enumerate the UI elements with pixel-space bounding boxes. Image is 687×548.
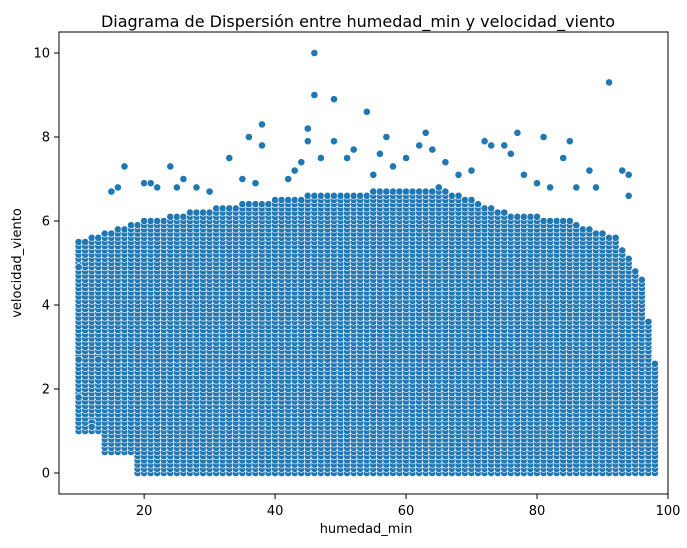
data-point [428,187,437,196]
data-point [546,217,554,225]
data-point [244,200,253,209]
data-point [277,196,286,204]
data-point [343,191,351,200]
data-point [258,200,266,209]
data-point [454,191,463,200]
data-point [231,204,240,213]
data-point [421,187,430,196]
data-point [395,187,404,196]
data-point [500,208,509,217]
data-point [251,200,260,209]
data-point [212,204,221,213]
data-point [362,191,371,200]
data-point [408,187,417,196]
data-point [539,217,548,225]
data-point [159,217,168,225]
data-point [94,233,103,242]
data-point [520,212,528,221]
data-point [114,225,122,234]
data-point [402,187,410,196]
data-point [461,196,469,204]
data-point [585,225,594,234]
data-point [297,196,306,204]
data-point [146,217,155,225]
data-point [205,208,214,217]
data-point [375,187,384,196]
data-point [552,217,561,225]
data-point [316,191,325,200]
data-point [572,221,581,230]
data-point [434,183,443,192]
data-point [284,196,293,204]
data-point [81,238,90,246]
data-point [506,212,515,221]
data-point [140,217,148,225]
data-point [349,191,358,200]
data-point [513,212,522,221]
data-point [303,191,312,200]
data-point [382,187,391,196]
data-point [480,204,489,213]
data-point [559,217,568,225]
data-point [74,238,83,246]
data-point [323,191,332,200]
data-point [153,217,162,225]
data-point [487,204,496,213]
data-point [192,208,201,217]
data-point [356,191,365,200]
data-point [579,225,587,234]
data-point [87,233,96,242]
data-point [526,212,535,221]
data-point [369,187,378,196]
data-point [271,196,279,204]
data-point [474,200,482,209]
data-point [199,208,207,217]
scatter-points [74,49,659,477]
data-point [133,221,142,230]
data-point [238,200,247,209]
data-point [186,208,194,217]
data-point [467,196,476,204]
data-point [100,229,109,238]
data-point [533,212,541,221]
data-point [336,191,345,200]
data-point [389,187,397,196]
data-point [447,191,456,200]
data-point [493,208,502,217]
data-point [127,221,135,230]
data-point [172,212,181,221]
data-point [310,191,319,200]
data-point [120,225,129,234]
data-point [218,204,227,213]
data-point [565,217,574,225]
chart-title: Diagrama de Dispersión entre humedad_min… [101,12,615,32]
data-point [290,196,299,204]
data-point [107,229,116,238]
data-point [415,187,424,196]
data-point [264,200,273,209]
data-point [441,187,450,196]
data-point [225,204,234,213]
data-point [179,212,188,221]
data-point [330,191,338,200]
data-point [166,212,175,221]
